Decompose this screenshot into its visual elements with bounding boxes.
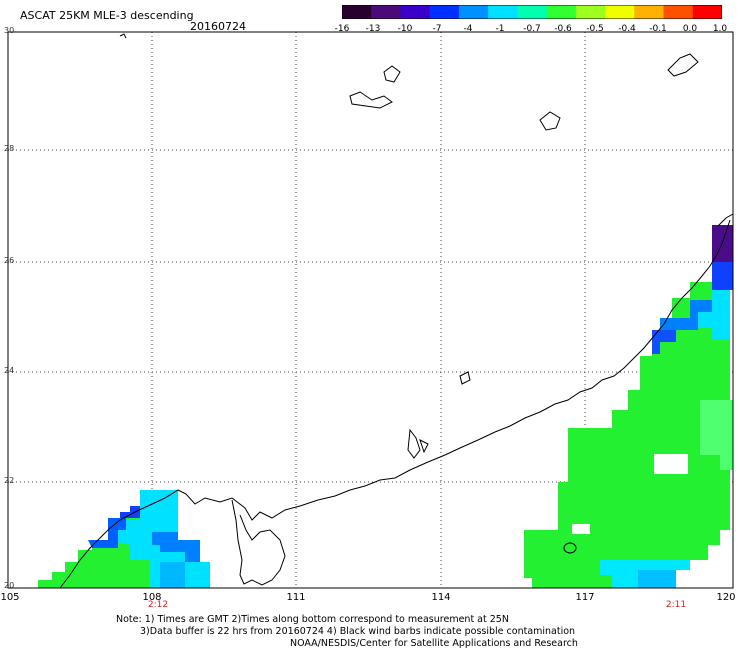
colorbar-cell — [429, 5, 460, 19]
colorbar-label: 0.0 — [682, 24, 698, 34]
map-border — [7, 31, 734, 589]
colorbar-cell — [488, 5, 518, 19]
lat-label: 30 — [4, 26, 15, 35]
wind-data-east — [524, 225, 733, 588]
colorbar-cell — [458, 5, 489, 19]
colorbar-labels: -16 -13 -10 -7 -4 -1 -0.7 -0.6 -0.5 -0.4… — [335, 24, 738, 36]
lat-label: 26 — [4, 256, 15, 265]
colorbar-cell — [546, 5, 577, 19]
lat-label: 20 — [4, 581, 15, 590]
footer-note-1: Note: 1) Times are GMT 2)Times along bot… — [116, 614, 509, 625]
pass-time-label: 2:12 — [147, 600, 169, 610]
colorbar-cell — [371, 5, 401, 19]
pass-time-label: 2:11 — [665, 600, 687, 610]
lat-label: 28 — [4, 144, 15, 153]
lon-label: 114 — [431, 592, 451, 603]
lon-label: 120 — [716, 592, 736, 603]
colorbar-cell — [692, 5, 722, 19]
lat-label: 22 — [4, 476, 15, 485]
lon-label: 105 — [0, 592, 20, 603]
wind-data-southwest — [38, 490, 210, 588]
colorbar-label: -4 — [463, 24, 473, 34]
colorbar-label: -0.1 — [649, 24, 667, 34]
colorbar-cell — [400, 5, 431, 19]
colorbar-label: -10 — [397, 24, 413, 34]
colorbar-label: -0.4 — [618, 24, 636, 34]
product-title: ASCAT 25KM MLE-3 descending — [20, 9, 194, 22]
coastline — [59, 33, 734, 589]
colorbar — [342, 5, 722, 19]
footer-note-3: NOAA/NESDIS/Center for Satellite Applica… — [290, 638, 578, 649]
colorbar-cell — [634, 5, 665, 19]
colorbar-label: -0.7 — [523, 24, 541, 34]
colorbar-label: -7 — [432, 24, 442, 34]
lat-label: 24 — [4, 366, 15, 375]
colorbar-label: -16 — [334, 24, 350, 34]
colorbar-cell — [663, 5, 694, 19]
colorbar-label: -0.6 — [554, 24, 572, 34]
lon-label: 108 — [142, 592, 162, 603]
colorbar-label: 1.0 — [712, 24, 728, 34]
colorbar-cell — [605, 5, 635, 19]
product-date: 20160724 — [190, 20, 246, 33]
colorbar-label: -13 — [365, 24, 381, 34]
colorbar-cell — [342, 5, 372, 19]
colorbar-cell — [575, 5, 606, 19]
lon-label: 111 — [286, 592, 306, 603]
footer-note-2: 3)Data buffer is 22 hrs from 20160724 4)… — [140, 626, 576, 637]
colorbar-cell — [517, 5, 548, 19]
lon-label: 117 — [575, 592, 595, 603]
colorbar-label: -1 — [495, 24, 505, 34]
colorbar-label: -0.5 — [586, 24, 604, 34]
